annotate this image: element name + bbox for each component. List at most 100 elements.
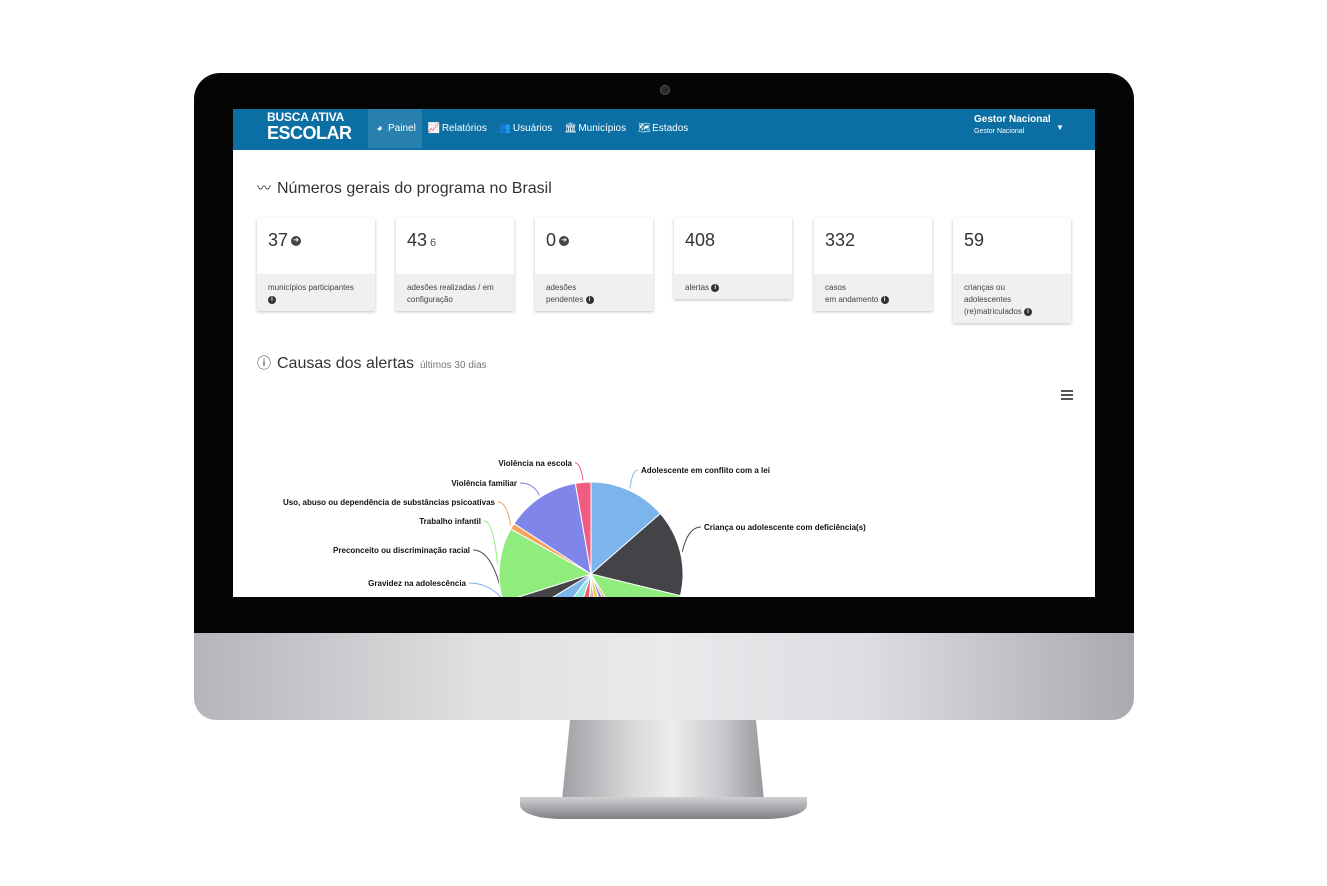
map-icon: 🗺 xyxy=(638,123,651,134)
alerts-title: ⓘ Causas dos alertas últimos 30 dias xyxy=(257,353,487,373)
nav-item-municípios[interactable]: 🏛 Municípios xyxy=(558,109,632,148)
pie-slice[interactable] xyxy=(574,481,592,575)
pie-connector-line xyxy=(519,482,540,496)
stat-number: 332 xyxy=(825,230,856,250)
stat-value: 37 ➜ xyxy=(268,230,302,251)
monitor-chin xyxy=(194,633,1134,720)
pie-slice[interactable] xyxy=(590,573,631,597)
nav-menu: ◕ Painel 📈 Relatórios 👥 Usuários 🏛 Municípios 🗺 E… xyxy=(368,109,694,148)
pie-slice[interactable] xyxy=(590,573,600,597)
stat-label: adesões pendentes i xyxy=(535,274,653,311)
stat-card-top: 332 xyxy=(814,218,932,274)
top-navbar: BUSCA ATIVA ESCOLAR ◕ Painel 📈 Relatórios 👥 U… xyxy=(233,109,1095,150)
pie-data-label: Adolescente em conflito com a lei xyxy=(641,466,770,475)
stat-card: 408 alertas i xyxy=(674,218,792,299)
stat-card[interactable]: 37 ➜ municípios participantes i xyxy=(257,218,375,311)
stat-card-top: 43 6 xyxy=(396,218,514,274)
nav-item-label: Municípios xyxy=(578,123,627,134)
stat-card-top: 408 xyxy=(674,218,792,274)
brand-line2: ESCOLAR xyxy=(267,123,352,143)
stat-label: municípios participantes i xyxy=(257,274,375,311)
pie-slice[interactable] xyxy=(503,573,592,597)
users-icon: 👥 xyxy=(498,123,512,134)
monitor-stand-base xyxy=(520,797,807,819)
stat-number: 37 xyxy=(268,230,289,250)
overview-title-text: Números gerais do programa no Brasil xyxy=(277,180,552,197)
nav-item-label: Estados xyxy=(652,123,689,134)
stat-extra: 6 xyxy=(430,237,437,249)
overview-title: 〰 Números gerais do programa no Brasil xyxy=(257,178,552,198)
stat-number: 59 xyxy=(964,230,985,250)
stat-label-line: casos xyxy=(825,283,846,292)
stat-value: 59 xyxy=(964,230,984,251)
pie-connector-line xyxy=(472,549,504,597)
stat-card: 59 crianças ou adolescentes (re)matriculado… xyxy=(953,218,1071,323)
pie-data-label: Violência familiar xyxy=(451,479,517,488)
pie-slice[interactable] xyxy=(513,482,592,576)
info-icon[interactable]: i xyxy=(1024,307,1033,316)
pie-connector-line xyxy=(483,520,498,565)
stat-label-line: municípios participantes xyxy=(268,283,354,292)
stat-label-line: adesões xyxy=(546,283,577,292)
nav-item-painel[interactable]: ◕ Painel xyxy=(368,109,422,148)
stat-label-line: pendentes xyxy=(546,295,584,304)
brand-logo[interactable]: BUSCA ATIVA ESCOLAR xyxy=(267,111,352,142)
stat-label: crianças ou adolescentes (re)matriculados … xyxy=(953,274,1071,323)
hamburger-menu-icon[interactable] xyxy=(1061,390,1073,402)
nav-item-usuários[interactable]: 👥 Usuários xyxy=(493,109,558,148)
institution-icon: 🏛 xyxy=(564,123,578,134)
user-role: Gestor Nacional xyxy=(974,128,1025,135)
webcam-icon xyxy=(660,85,670,95)
stat-card[interactable]: 0 ➜ adesões pendentes i xyxy=(535,218,653,311)
stat-card-top: 0 ➜ xyxy=(535,218,653,274)
pie-slice[interactable] xyxy=(590,481,662,576)
stat-label-line: alertas xyxy=(685,283,710,292)
nav-item-label: Relatórios xyxy=(441,123,487,134)
monitor-stand xyxy=(562,720,764,800)
alerts-pie-chart: Adolescente em conflito com a lei Criança… xyxy=(283,459,866,597)
pie-connector-line xyxy=(468,582,502,597)
chart-icon: 📈 xyxy=(427,123,441,134)
nav-item-relatórios[interactable]: 📈 Relatórios xyxy=(422,109,493,148)
app-screen: BUSCA ATIVA ESCOLAR ◕ Painel 📈 Relatórios 👥 U… xyxy=(233,109,1095,597)
stat-value: 43 6 xyxy=(407,230,436,251)
arrow-circle-right-icon[interactable]: ➜ xyxy=(291,236,302,247)
info-icon[interactable]: i xyxy=(268,295,276,304)
stat-number: 408 xyxy=(685,230,716,250)
stat-label-line: configuração xyxy=(407,295,453,304)
info-circle-icon: ⓘ xyxy=(257,355,271,371)
stat-label: casos em andamento i xyxy=(814,274,932,311)
info-icon[interactable]: i xyxy=(585,295,594,304)
stat-card: 332 casos em andamento i xyxy=(814,218,932,311)
stat-label: alertas i xyxy=(674,274,792,299)
stat-value: 408 xyxy=(685,230,715,251)
pie-data-label: Violência na escola xyxy=(498,459,572,468)
info-icon[interactable]: i xyxy=(880,295,889,304)
nav-item-label: Painel xyxy=(388,123,416,134)
pie-data-label: Gravidez na adolescência xyxy=(368,579,466,588)
info-icon[interactable]: i xyxy=(711,283,720,292)
pie-data-label: Uso, abuso ou dependência de substâncias… xyxy=(283,498,496,507)
stat-number: 0 xyxy=(546,230,557,250)
pie-slice[interactable] xyxy=(535,573,592,597)
user-name: Gestor Nacional xyxy=(974,114,1051,125)
pie-slice[interactable] xyxy=(590,573,639,597)
caret-down-icon[interactable]: ▼ xyxy=(1056,123,1064,132)
pie-connector-line xyxy=(497,501,512,526)
nav-item-estados[interactable]: 🗺 Estados xyxy=(632,109,694,148)
alerts-title-text: Causas dos alertas xyxy=(277,355,414,372)
arrow-circle-right-icon[interactable]: ➜ xyxy=(559,236,570,247)
stat-card-top: 59 xyxy=(953,218,1071,274)
pie-slice[interactable] xyxy=(589,512,684,597)
pie-slice[interactable] xyxy=(589,573,681,597)
stat-label-line: crianças ou xyxy=(964,283,1005,292)
stat-number: 43 xyxy=(407,230,428,250)
pie-connector-line xyxy=(629,469,639,489)
trend-line-icon: 〰 xyxy=(257,180,271,196)
user-menu[interactable]: Gestor Nacional Gestor Nacional ▼ xyxy=(974,114,1064,135)
stat-label-line: em andamento xyxy=(825,295,879,304)
dashboard-icon: ◕ xyxy=(376,123,383,134)
pie-slice[interactable] xyxy=(498,528,593,597)
brand-line1: BUSCA ATIVA xyxy=(267,110,345,124)
stat-label: adesões realizadas / em configuração xyxy=(396,274,514,311)
